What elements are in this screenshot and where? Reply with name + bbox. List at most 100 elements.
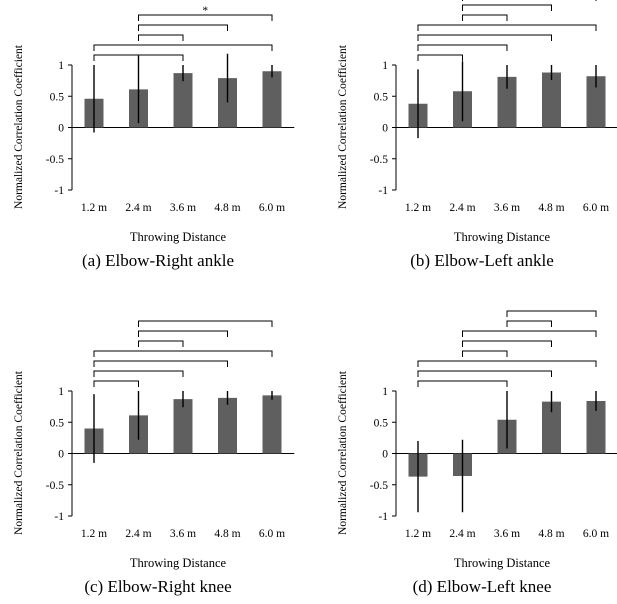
significance-bracket (93, 54, 184, 61)
x-axis-label: Throwing Distance (130, 556, 227, 570)
x-tick-label: 6.0 m (583, 202, 609, 214)
bar (497, 76, 517, 128)
bar (173, 399, 193, 454)
x-tick-label: 2.4 m (125, 202, 151, 214)
x-tick-label: 1.2 m (405, 202, 431, 214)
panel-elbow-right-ankle: Normalized Correlation Coefficient Throw… (13, 5, 295, 270)
x-tick-label: 6.0 m (259, 202, 285, 214)
significance-bracket (417, 34, 552, 41)
x-tick-label: 1.2 m (81, 202, 107, 214)
significance-bracket (138, 34, 184, 41)
y-tick-label: -1 (378, 185, 388, 197)
y-tick-label: 0.5 (50, 91, 65, 103)
panel-caption: (d) Elbow-Left knee (413, 577, 552, 596)
x-tick-label: 4.8 m (538, 202, 564, 214)
x-tick-label: 6.0 m (259, 528, 285, 540)
significance-bracket (417, 370, 552, 377)
plot-area: 1 0.5 0 -0.5 -1 1.2 m 2.4 m 3.6 m 4.8 m 6.0 m (370, 0, 617, 214)
x-tick-label: 3.6 m (494, 202, 520, 214)
significance-bracket (462, 340, 552, 347)
significance-bracket (417, 380, 508, 387)
x-tick-label: 3.6 m (494, 528, 520, 540)
x-tick-label: 3.6 m (170, 528, 196, 540)
significance-bracket (462, 350, 508, 357)
x-axis-label: Throwing Distance (454, 556, 551, 570)
x-tick-label: 2.4 m (449, 202, 475, 214)
y-tick-label: -0.5 (46, 154, 64, 166)
significance-bracket (138, 320, 273, 327)
x-tick-label: 4.8 m (214, 202, 240, 214)
x-axis-label: Throwing Distance (130, 230, 227, 244)
significance-bracket (506, 310, 597, 317)
significance-bracket (138, 24, 228, 31)
bar (173, 73, 193, 128)
significance-bracket (138, 330, 228, 337)
y-tick-label: 0.5 (50, 417, 65, 429)
x-tick-label: 2.4 m (125, 528, 151, 540)
y-tick-label: 0 (382, 449, 388, 461)
significance-bracket (506, 320, 552, 327)
significance-bracket (93, 360, 228, 367)
y-tick-label: 0 (58, 449, 64, 461)
y-tick-label: 1 (382, 60, 388, 72)
significance-bracket (417, 54, 463, 61)
y-axis-label: Normalized Correlation Coefficient (13, 44, 25, 209)
x-tick-label: 6.0 m (583, 528, 609, 540)
bar (218, 397, 237, 454)
bar (542, 72, 561, 128)
y-tick-label: -1 (54, 185, 64, 197)
y-tick-label: -1 (378, 511, 388, 523)
panel-elbow-left-ankle: Normalized Correlation Coefficient Throw… (337, 0, 617, 270)
panel-caption: (b) Elbow-Left ankle (410, 251, 554, 270)
x-tick-label: 1.2 m (405, 528, 431, 540)
bar (218, 78, 237, 128)
significance-bracket (138, 14, 273, 21)
y-tick-label: -1 (54, 511, 64, 523)
significance-bracket (93, 370, 184, 377)
y-axis-label: Normalized Correlation Coefficient (337, 44, 349, 209)
bar (262, 395, 282, 454)
bar (586, 76, 606, 128)
significance-marker: * (202, 5, 208, 17)
y-tick-label: 0 (382, 123, 388, 135)
y-axis-label: Normalized Correlation Coefficient (337, 370, 349, 535)
significance-bracket (138, 340, 184, 347)
y-tick-label: -0.5 (370, 154, 388, 166)
significance-bracket (93, 380, 139, 387)
significance-bracket (93, 350, 273, 357)
panel-elbow-left-knee: Normalized Correlation Coefficient Throw… (337, 310, 617, 596)
x-tick-label: 4.8 m (538, 528, 564, 540)
y-tick-label: 0.5 (374, 91, 389, 103)
significance-bracket (462, 14, 508, 21)
y-tick-label: 0.5 (374, 417, 389, 429)
significance-bracket (462, 330, 597, 337)
panel-caption: (a) Elbow-Right ankle (82, 251, 234, 270)
x-tick-label: 1.2 m (81, 528, 107, 540)
y-tick-label: -0.5 (46, 480, 64, 492)
significance-bracket (462, 4, 552, 11)
y-tick-label: 0 (58, 123, 64, 135)
y-tick-label: 1 (58, 386, 64, 398)
x-axis-label: Throwing Distance (454, 230, 551, 244)
bar (542, 401, 561, 454)
x-tick-label: 2.4 m (449, 528, 475, 540)
bar (586, 401, 606, 454)
y-tick-label: 1 (382, 386, 388, 398)
significance-bracket (417, 360, 597, 367)
y-axis-label: Normalized Correlation Coefficient (13, 370, 25, 535)
significance-bracket (93, 44, 273, 51)
panel-caption: (c) Elbow-Right knee (84, 577, 231, 596)
y-tick-label: 1 (58, 60, 64, 72)
significance-bracket (417, 24, 597, 31)
bar (262, 71, 282, 128)
x-tick-label: 4.8 m (214, 528, 240, 540)
y-tick-label: -0.5 (370, 480, 388, 492)
plot-area: 1 0.5 0 -0.5 -1 1.2 m 2.4 m 3.6 m 4.8 m 6.0 m (370, 310, 617, 540)
significance-bracket (417, 44, 508, 51)
plot-area: 1 0.5 0 -0.5 -1 1.2 m 2.4 m 3.6 m 4.8 m 6.0 m * (46, 5, 295, 214)
panel-elbow-right-knee: Normalized Correlation Coefficient Throw… (13, 320, 295, 596)
plot-area: 1 0.5 0 -0.5 -1 1.2 m 2.4 m 3.6 m 4.8 m 6.0 m (46, 320, 295, 540)
x-tick-label: 3.6 m (170, 202, 196, 214)
